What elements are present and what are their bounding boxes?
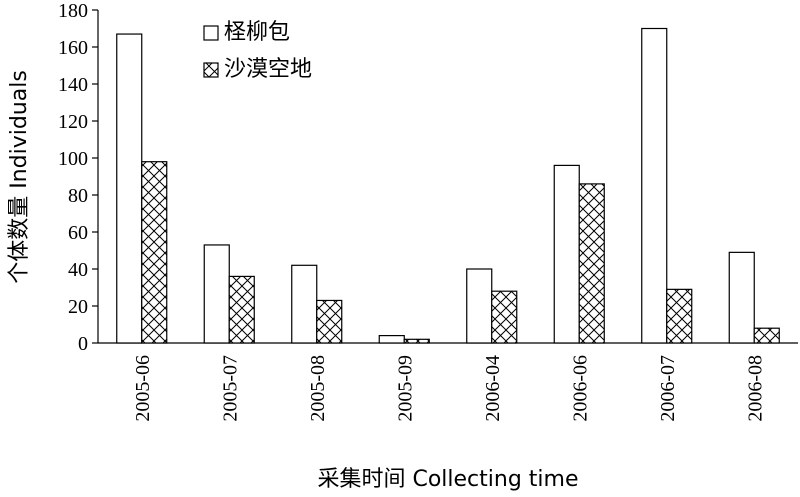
y-tick-label: 40 [68, 259, 88, 281]
legend-swatch [203, 25, 219, 41]
legend-label: 沙漠空地 [224, 57, 312, 82]
bar-series-2 [753, 327, 780, 344]
x-tick-label: 2006-06 [569, 355, 591, 422]
bar-series-1 [116, 33, 143, 344]
x-tick-label: 2005-09 [394, 355, 416, 422]
bar-series-1 [466, 268, 493, 344]
bar-series-1 [553, 164, 580, 344]
y-tick-label: 60 [68, 222, 88, 244]
bar-series-1 [641, 27, 668, 344]
bar-series-1 [203, 244, 230, 344]
y-tick-label: 120 [58, 111, 88, 133]
y-tick-label: 0 [78, 333, 88, 355]
y-tick-label: 80 [68, 185, 88, 207]
x-tick-label: 2005-06 [132, 355, 154, 422]
bar-series-2 [316, 299, 343, 344]
bar-series-1 [378, 335, 405, 344]
y-axis-title: 个体数量 Individuals [7, 70, 32, 284]
bar-series-2 [491, 290, 518, 344]
y-tick-label: 20 [68, 296, 88, 318]
x-tick-label: 2006-08 [744, 355, 766, 422]
y-tick-label: 160 [58, 37, 88, 59]
bar-series-1 [291, 264, 318, 344]
legend-swatch [203, 62, 219, 78]
y-tick-label: 100 [58, 148, 88, 170]
x-tick-label: 2005-07 [219, 355, 241, 422]
x-tick-label: 2005-08 [307, 355, 329, 422]
bar-series-2 [228, 275, 255, 344]
bar-series-2 [666, 288, 693, 344]
legend-label: 柽柳包 [224, 20, 290, 45]
y-tick-label: 140 [58, 74, 88, 96]
bar-series-2 [403, 338, 430, 344]
y-tick-label: 180 [58, 0, 88, 22]
x-axis-title: 采集时间 Collecting time [317, 467, 578, 492]
x-tick-label: 2006-04 [482, 355, 504, 422]
bar-series-2 [141, 161, 168, 344]
bar-series-2 [578, 183, 605, 344]
plot-area: 0 20 40 60 80 100 120 140 160 180 2005-06 2005-07 20… [58, 0, 798, 422]
bar-series-1 [728, 251, 755, 344]
x-tick-label: 2006-07 [657, 355, 679, 422]
